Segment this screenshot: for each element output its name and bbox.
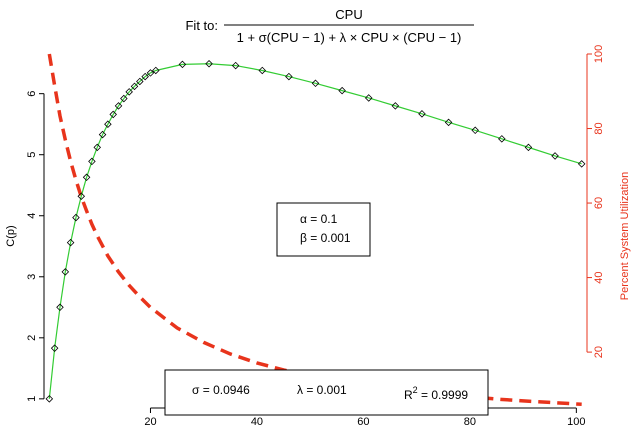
data-point xyxy=(258,66,267,75)
data-point xyxy=(178,60,187,69)
y-left-tick-label: 6 xyxy=(26,91,38,97)
lambda-value: λ = 0.001 xyxy=(297,383,347,397)
y-axis-left-label: C(p) xyxy=(5,225,17,246)
r-squared-superscript: 2 xyxy=(413,385,418,395)
data-point xyxy=(109,110,117,119)
tick-labels: 20 40 60 80 100 1 2 3 4 5 6 20 40 60 80 100 xyxy=(26,45,605,428)
data-point xyxy=(444,118,453,127)
x-tick-label: 80 xyxy=(464,416,476,428)
x-tick-label: 60 xyxy=(357,416,369,428)
y-axis-right-label: Percent System Utilization xyxy=(619,172,631,300)
y-right-tick-label: 60 xyxy=(593,197,605,209)
utilization-series-line xyxy=(47,53,582,407)
title-numerator: CPU xyxy=(335,7,362,22)
chart-title: Fit to: CPU 1 + σ(CPU − 1) + λ × CPU × (… xyxy=(185,7,474,45)
series-layer xyxy=(45,53,586,407)
data-point xyxy=(551,152,559,160)
data-point xyxy=(338,86,346,95)
alpha-value: α = 0.1 xyxy=(300,212,338,226)
beta-value: β = 0.001 xyxy=(300,231,351,245)
x-tick-label: 100 xyxy=(567,416,585,428)
data-point xyxy=(56,303,64,312)
r-squared-number: = 0.9999 xyxy=(418,388,469,402)
data-point xyxy=(285,72,293,81)
data-point xyxy=(104,120,112,128)
r-squared-base: R xyxy=(404,388,413,402)
fit-results-box-frame xyxy=(164,369,489,416)
y-right-tick-label: 100 xyxy=(593,45,605,63)
data-point xyxy=(577,160,586,168)
data-point xyxy=(205,59,213,68)
y-right-tick-label: 20 xyxy=(593,346,605,358)
fit-results-box: σ = 0.0946 λ = 0.001 R2 = 0.9999 xyxy=(164,369,489,416)
data-point xyxy=(88,157,96,166)
title-denominator: 1 + σ(CPU − 1) + λ × CPU × (CPU − 1) xyxy=(237,30,462,45)
data-point xyxy=(50,344,59,352)
data-point xyxy=(152,66,160,75)
y-right-tick-label: 40 xyxy=(593,271,605,283)
data-point xyxy=(524,143,533,152)
y-left-tick-label: 4 xyxy=(26,213,38,219)
data-point xyxy=(136,77,144,86)
params-box-frame xyxy=(276,202,371,257)
fitted-series-line xyxy=(48,63,582,399)
data-point xyxy=(498,135,506,143)
data-point xyxy=(231,61,240,70)
data-point xyxy=(311,79,320,88)
r-squared-value: R2 = 0.9999 xyxy=(404,385,468,402)
data-point xyxy=(45,395,54,403)
data-point xyxy=(82,173,91,182)
data-point xyxy=(391,102,400,110)
title-prefix: Fit to: xyxy=(185,18,218,33)
data-point xyxy=(66,238,75,247)
x-tick-label: 20 xyxy=(144,416,156,428)
data-point xyxy=(130,82,139,91)
sigma-value: σ = 0.0946 xyxy=(192,383,250,397)
data-point xyxy=(98,130,107,139)
data-point xyxy=(125,88,133,96)
y-left-tick-label: 5 xyxy=(26,152,38,158)
data-point xyxy=(146,69,155,77)
data-point xyxy=(61,268,70,276)
data-point xyxy=(364,94,373,102)
data-point xyxy=(72,213,80,222)
data-point xyxy=(77,192,86,200)
x-tick-label: 40 xyxy=(251,416,263,428)
y-left-tick-label: 1 xyxy=(26,396,38,402)
data-point xyxy=(418,110,426,118)
y-right-tick-label: 80 xyxy=(593,122,605,134)
data-point xyxy=(471,126,479,135)
data-point xyxy=(141,72,149,81)
params-box: α = 0.1 β = 0.001 xyxy=(276,202,371,257)
data-point xyxy=(93,143,102,152)
y-left-tick-label: 3 xyxy=(26,274,38,280)
y-left-tick-label: 2 xyxy=(26,335,38,341)
data-point xyxy=(114,102,123,110)
data-point xyxy=(120,94,128,103)
